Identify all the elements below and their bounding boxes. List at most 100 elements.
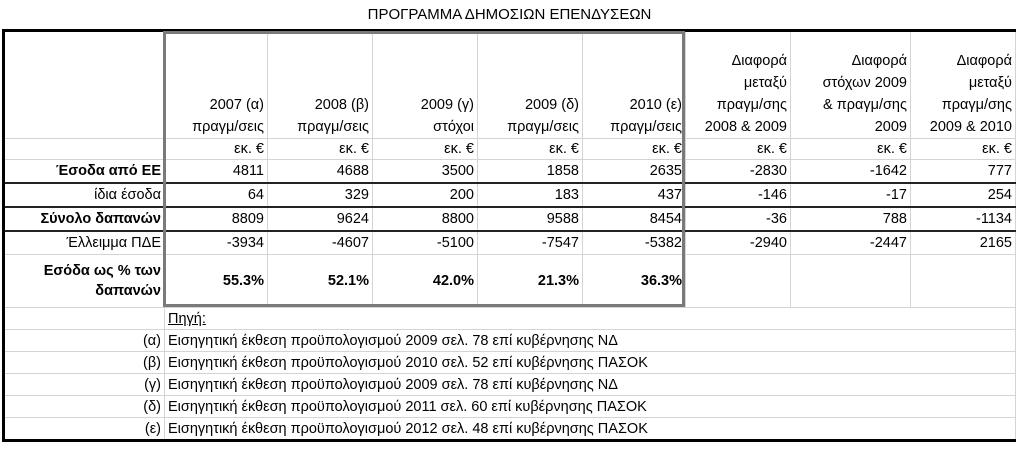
note-marker: (α) bbox=[142, 332, 161, 349]
source-label: Πηγή: bbox=[168, 310, 206, 327]
cell-value: 2635 bbox=[649, 163, 682, 179]
column-header: 2009 (γ) bbox=[420, 97, 474, 113]
column-header: 2009 bbox=[874, 119, 907, 135]
value-cell: 9588 bbox=[477, 206, 583, 232]
note-marker: (β) bbox=[143, 354, 161, 371]
unit-label: εκ. € bbox=[877, 141, 907, 157]
cell-value: 1858 bbox=[546, 163, 579, 179]
value-cell: -1642 bbox=[790, 159, 911, 184]
note-text: Εισηγητική έκθεση προϋπολογισμού 2009 σε… bbox=[168, 376, 618, 393]
note-marker-cell bbox=[2, 307, 165, 330]
row-label-cell: Έσοδα από ΕΕ bbox=[2, 159, 165, 184]
column-header: πραγμ/σης bbox=[941, 97, 1012, 113]
cell-value: -17 bbox=[886, 187, 907, 203]
value-cell bbox=[910, 254, 1016, 308]
unit-label: εκ. € bbox=[234, 141, 264, 157]
cell-value: -5382 bbox=[644, 235, 682, 251]
value-cell: 788 bbox=[790, 206, 911, 232]
row-label: δαπανών bbox=[95, 283, 161, 299]
note-text: Εισηγητική έκθεση προϋπολογισμού 2009 σε… bbox=[168, 332, 618, 349]
note-marker-cell: (β) bbox=[2, 351, 165, 374]
unit-label: εκ. € bbox=[444, 141, 474, 157]
cell-value: 254 bbox=[987, 187, 1012, 203]
cell-value: -146 bbox=[757, 187, 787, 203]
column-header: & πραγμ/σης bbox=[823, 97, 907, 113]
value-cell: 1858 bbox=[477, 159, 583, 184]
table-row: (ε) Εισηγητική έκθεση προϋπολογισμού 2012… bbox=[2, 417, 1016, 442]
unit-label: εκ. € bbox=[339, 141, 369, 157]
note-marker-cell: (γ) bbox=[2, 373, 165, 396]
cell-value: 8809 bbox=[231, 211, 264, 227]
unit-cell: εκ. € bbox=[267, 138, 373, 160]
row-label-cell: Εσόδα ως % των δαπανών bbox=[2, 254, 165, 308]
cell-value: 777 bbox=[987, 163, 1012, 179]
column-header: πραγμ/σεις bbox=[507, 119, 579, 135]
table-row: (δ) Εισηγητική έκθεση προϋπολογισμού 2011… bbox=[2, 395, 1016, 418]
cell-value: 8800 bbox=[441, 211, 474, 227]
table-row: εκ. € εκ. € εκ. € εκ. € εκ. € εκ. € εκ. € εκ. € bbox=[2, 138, 1016, 160]
header-cell: Διαφορά μεταξύ πραγμ/σης 2009 & 2010 bbox=[910, 30, 1016, 139]
row-label: Σύνολο δαπανών bbox=[40, 211, 161, 227]
cell-value: -1134 bbox=[975, 211, 1012, 227]
value-cell: 8454 bbox=[582, 206, 686, 232]
note-text: Εισηγητική έκθεση προϋπολογισμού 2012 σε… bbox=[168, 420, 648, 437]
unit-cell: εκ. € bbox=[582, 138, 686, 160]
column-header: 2010 (ε) bbox=[629, 97, 682, 113]
note-cell: Εισηγητική έκθεση προϋπολογισμού 2009 σε… bbox=[164, 329, 1016, 352]
column-header: στόχων 2009 bbox=[822, 75, 907, 91]
table-row: 2007 (α) πραγμ/σεις 2008 (β) πραγμ/σεις 2009… bbox=[2, 30, 1016, 139]
column-header: 2009 (δ) bbox=[524, 97, 579, 113]
cell-value: -3934 bbox=[226, 235, 264, 251]
note-cell: Εισηγητική έκθεση προϋπολογισμού 2012 σε… bbox=[164, 417, 1016, 442]
column-header: μεταξύ bbox=[968, 75, 1012, 91]
header-cell: Διαφορά στόχων 2009 & πραγμ/σης 2009 bbox=[790, 30, 911, 139]
cell-value: 9588 bbox=[546, 211, 579, 227]
cell-value: -5100 bbox=[436, 235, 474, 251]
cell-value: 52.1% bbox=[327, 273, 369, 289]
cell-value: 200 bbox=[449, 187, 474, 203]
table-row: (γ) Εισηγητική έκθεση προϋπολογισμού 2009… bbox=[2, 373, 1016, 396]
cell-value: -4607 bbox=[331, 235, 369, 251]
value-cell: 8800 bbox=[372, 206, 478, 232]
header-cell: 2007 (α) πραγμ/σεις bbox=[164, 30, 268, 139]
value-cell: -17 bbox=[790, 182, 911, 208]
cell-value: -7547 bbox=[541, 235, 579, 251]
note-text: Εισηγητική έκθεση προϋπολογισμού 2011 σε… bbox=[168, 398, 647, 415]
row-label: ίδια έσοδα bbox=[94, 187, 161, 203]
value-cell: 2165 bbox=[910, 230, 1016, 255]
value-cell: -146 bbox=[685, 182, 791, 208]
note-text: Εισηγητική έκθεση προϋπολογισμού 2010 σε… bbox=[168, 354, 648, 371]
column-header: πραγμ/σεις bbox=[192, 119, 264, 135]
value-cell: -1134 bbox=[910, 206, 1016, 232]
row-label-cell: ίδια έσοδα bbox=[2, 182, 165, 208]
note-cell: Εισηγητική έκθεση προϋπολογισμού 2009 σε… bbox=[164, 373, 1016, 396]
table-row: Έλλειμμα ΠΔΕ -3934 -4607 -5100 -7547 -5382 -29… bbox=[2, 230, 1016, 255]
column-header: 2009 & 2010 bbox=[929, 119, 1012, 135]
value-cell: -2830 bbox=[685, 159, 791, 184]
cell-value: 42.0% bbox=[432, 273, 474, 289]
value-cell bbox=[790, 254, 911, 308]
value-cell: -5382 bbox=[582, 230, 686, 255]
unit-cell: εκ. € bbox=[164, 138, 268, 160]
cell-value: 2165 bbox=[979, 235, 1012, 251]
cell-value: 437 bbox=[657, 187, 682, 203]
cell-value: 9624 bbox=[336, 211, 369, 227]
table-row: ίδια έσοδα 64 329 200 183 437 -146 -17 254 bbox=[2, 182, 1016, 208]
value-cell: 52.1% bbox=[267, 254, 373, 308]
unit-cell: εκ. € bbox=[477, 138, 583, 160]
value-cell: 9624 bbox=[267, 206, 373, 232]
column-header: πραγμ/σεις bbox=[297, 119, 369, 135]
value-cell: -4607 bbox=[267, 230, 373, 255]
unit-cell: εκ. € bbox=[372, 138, 478, 160]
cell-value: 55.3% bbox=[222, 273, 264, 289]
cell-value: -1642 bbox=[869, 163, 907, 179]
table-row: Πηγή: bbox=[2, 307, 1016, 330]
value-cell: 777 bbox=[910, 159, 1016, 184]
value-cell: 437 bbox=[582, 182, 686, 208]
value-cell: -5100 bbox=[372, 230, 478, 255]
value-cell: 42.0% bbox=[372, 254, 478, 308]
cell-value: 4811 bbox=[232, 163, 264, 179]
cell-value: -36 bbox=[766, 211, 787, 227]
value-cell: -2940 bbox=[685, 230, 791, 255]
